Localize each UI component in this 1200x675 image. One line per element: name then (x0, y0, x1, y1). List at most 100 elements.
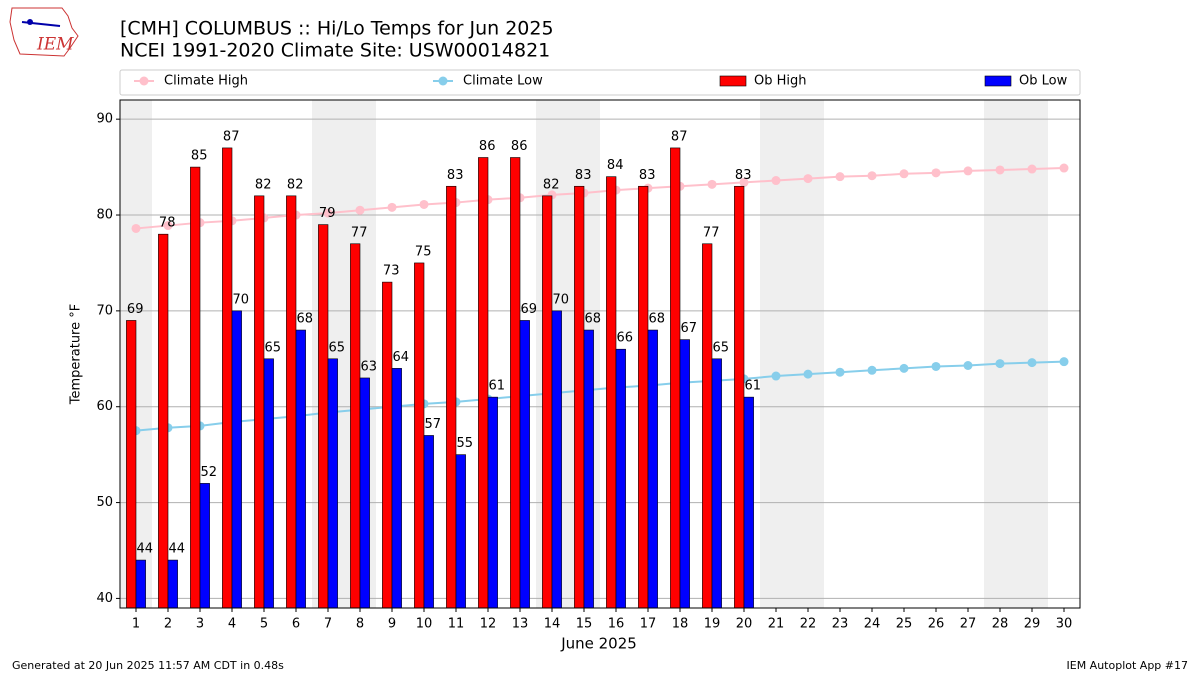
data-label: 77 (703, 225, 720, 240)
legend-marker (438, 76, 448, 86)
bar (510, 157, 521, 609)
bar (158, 233, 169, 609)
x-tick-label: 10 (416, 617, 433, 632)
point (803, 174, 813, 184)
point (1027, 358, 1037, 368)
point (995, 359, 1005, 369)
data-label: 83 (575, 168, 592, 183)
x-tick-label: 11 (448, 617, 465, 632)
data-label: 55 (457, 436, 474, 451)
legend-label: Ob High (754, 74, 807, 89)
logo-text: IEM (36, 35, 74, 55)
x-tick-label: 5 (260, 617, 268, 632)
x-tick-label: 9 (388, 617, 396, 632)
y-tick-label: 80 (96, 208, 113, 223)
data-label: 87 (223, 129, 240, 144)
point (323, 208, 333, 218)
x-tick-label: 13 (512, 617, 529, 632)
data-label: 79 (319, 206, 336, 221)
point (931, 168, 941, 178)
bar (542, 195, 553, 609)
point (355, 205, 365, 215)
point (1027, 164, 1037, 174)
bar (711, 358, 722, 609)
bar (222, 147, 233, 609)
bar (519, 320, 530, 609)
data-label: 82 (287, 177, 304, 192)
bar (263, 358, 274, 609)
point (867, 171, 877, 181)
point (867, 365, 877, 375)
x-tick-label: 14 (544, 617, 561, 632)
y-tick-label: 50 (96, 495, 113, 510)
data-label: 87 (671, 129, 688, 144)
point (739, 177, 749, 187)
data-label: 75 (415, 244, 432, 259)
bar (487, 396, 498, 609)
point (803, 369, 813, 379)
legend-marker (139, 76, 149, 86)
data-label: 84 (607, 158, 624, 173)
data-label: 68 (297, 312, 314, 327)
x-axis-label: June 2025 (560, 635, 637, 653)
weekend-band (792, 100, 824, 608)
bar (350, 243, 361, 609)
bar (382, 281, 393, 609)
data-label: 77 (351, 225, 368, 240)
data-label: 73 (383, 264, 400, 279)
point (963, 166, 973, 176)
x-tick-label: 1 (132, 617, 140, 632)
bar (574, 185, 585, 609)
y-tick-label: 90 (96, 112, 113, 127)
data-label: 82 (543, 177, 560, 192)
point (899, 169, 909, 179)
legend-label: Climate High (164, 74, 248, 89)
data-label: 86 (479, 139, 496, 154)
x-tick-label: 6 (292, 617, 300, 632)
bar (167, 559, 178, 609)
x-tick-label: 3 (196, 617, 204, 632)
bar (702, 243, 713, 609)
bar (359, 377, 370, 609)
bar (583, 329, 594, 609)
x-tick-label: 21 (768, 617, 785, 632)
bar (391, 368, 402, 609)
data-label: 83 (735, 168, 752, 183)
point (835, 172, 845, 182)
x-tick-label: 8 (356, 617, 364, 632)
chart-title: [CMH] COLUMBUS :: Hi/Lo Temps for Jun 20… (120, 18, 554, 40)
bar (327, 358, 338, 609)
bar (551, 310, 562, 609)
y-tick-label: 60 (96, 399, 113, 414)
x-tick-label: 15 (576, 617, 593, 632)
bar (423, 435, 434, 609)
x-tick-label: 26 (928, 617, 945, 632)
bar (286, 195, 297, 609)
data-label: 78 (159, 216, 176, 231)
y-tick-label: 70 (96, 303, 113, 318)
plot-frame (119, 99, 1081, 609)
data-label: 61 (745, 379, 762, 394)
bar (638, 185, 649, 609)
point (707, 179, 717, 189)
legend-label: Climate Low (463, 74, 543, 89)
data-label: 68 (585, 312, 602, 327)
x-tick-label: 20 (736, 617, 753, 632)
point (995, 165, 1005, 175)
x-tick-label: 23 (832, 617, 849, 632)
legend-swatch (984, 75, 1012, 87)
point (771, 176, 781, 186)
data-label: 82 (255, 177, 272, 192)
data-label: 67 (681, 321, 698, 336)
point (931, 361, 941, 371)
x-tick-label: 16 (608, 617, 625, 632)
data-label: 61 (489, 379, 506, 394)
legend-label: Ob Low (1019, 74, 1068, 89)
x-tick-label: 29 (1024, 617, 1041, 632)
bar (295, 329, 306, 609)
data-label: 65 (329, 340, 346, 355)
point (1059, 163, 1069, 173)
data-label: 70 (553, 292, 570, 307)
